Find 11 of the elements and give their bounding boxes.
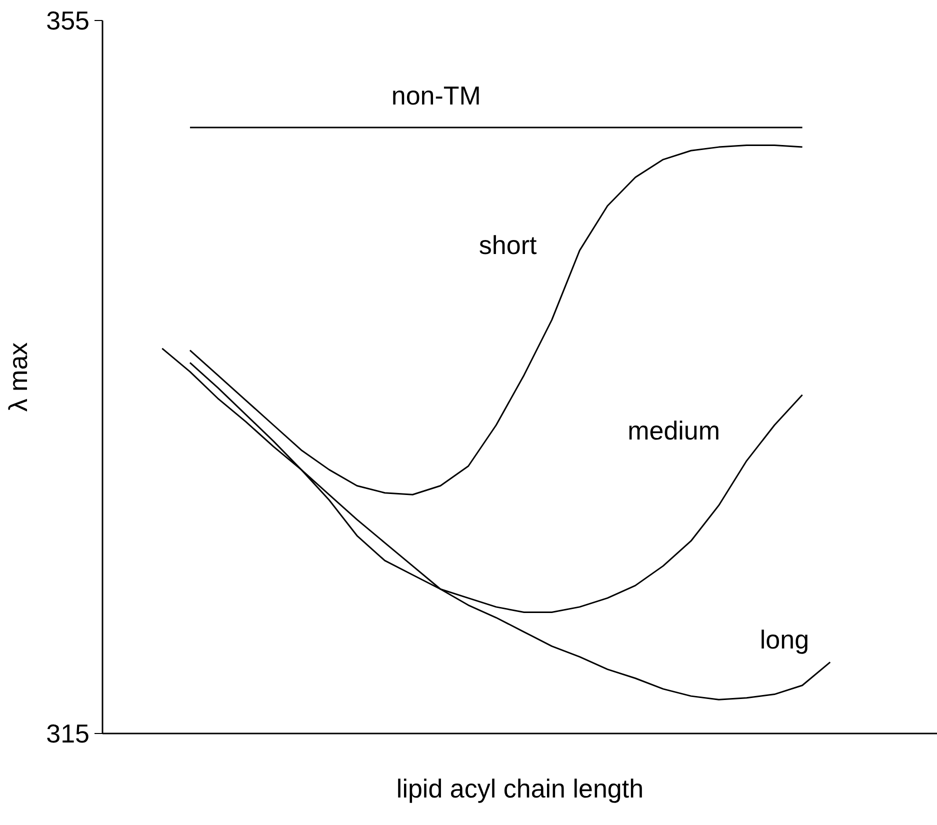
series-label: non-TM [391, 80, 481, 110]
series-label: long [760, 624, 810, 654]
series-label: short [478, 230, 538, 260]
y-tick-label: 355 [46, 6, 90, 36]
x-axis-title: lipid acyl chain length [396, 774, 644, 804]
y-axis-title: λ max [3, 342, 34, 412]
line-series [189, 362, 804, 614]
series-label: medium [628, 415, 720, 446]
line-series [189, 144, 804, 496]
y-tick-label: 315 [46, 718, 90, 748]
line-series [161, 348, 831, 700]
